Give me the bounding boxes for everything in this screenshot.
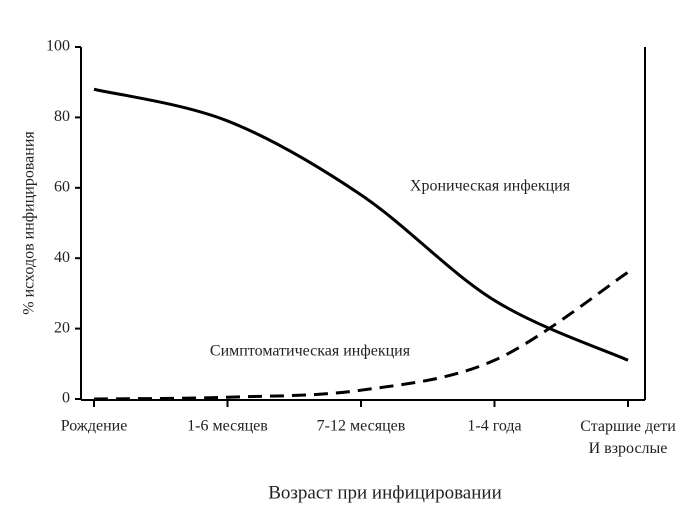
x-tick-label: 7-12 месяцев — [317, 418, 406, 435]
y-tick-label: 80 — [54, 108, 70, 125]
series-label: Симптоматическая инфекция — [210, 343, 411, 360]
series-line — [93, 87, 629, 362]
y-tick-label: 100 — [46, 38, 70, 55]
y-tick-label: 0 — [62, 390, 70, 407]
x-axis-label: Возраст при инфицировании — [268, 482, 502, 503]
x-tick-label: 1-4 года — [467, 418, 521, 435]
series-label: Хроническая инфекция — [410, 178, 571, 195]
y-axis-label: % исходов инфицирования — [21, 131, 38, 315]
series-line — [93, 271, 629, 401]
x-tick-label: Рождение — [61, 418, 128, 435]
y-tick-label: 40 — [54, 249, 70, 266]
y-tick-label: 60 — [54, 178, 70, 195]
y-tick-label: 20 — [54, 319, 70, 336]
x-tick-label: Старшие дети И взрослые — [580, 418, 676, 457]
x-tick-label: 1-6 месяцев — [187, 418, 268, 435]
